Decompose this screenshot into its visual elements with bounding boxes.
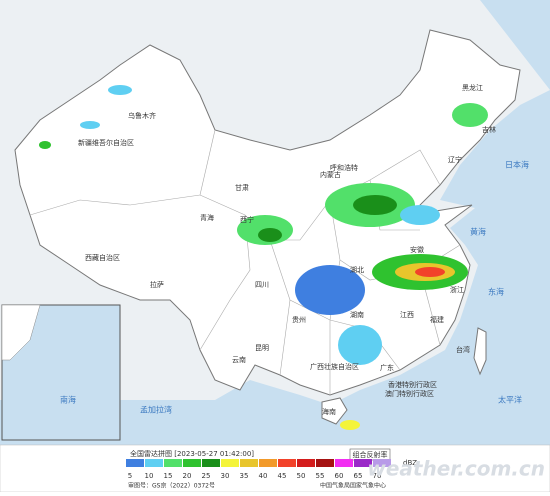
- legend-value: 50: [297, 472, 306, 480]
- city-label: 拉萨: [150, 280, 164, 289]
- region-label: 甘肃: [235, 183, 249, 192]
- region-label: 云南: [232, 355, 246, 364]
- legend-value: 20: [183, 472, 192, 480]
- legend-swatch: [316, 459, 334, 467]
- legend-swatch: [145, 459, 163, 467]
- unit-label: dBZ: [403, 459, 417, 467]
- legend-title: 全国雷达拼图 [2023-05-27 01:42:00]: [130, 449, 254, 458]
- timestamp: [2023-05-27 01:42:00]: [174, 450, 254, 458]
- legend-value: 25: [202, 472, 211, 480]
- legend-value: 55: [316, 472, 325, 480]
- region-label: 吉林: [482, 125, 496, 134]
- sea-label: 南海: [60, 395, 76, 405]
- sea-label: 黄海: [470, 227, 486, 237]
- watermark: weather.com.cn: [367, 457, 545, 481]
- region-label: 四川: [255, 281, 269, 289]
- legend-swatch: [221, 459, 239, 467]
- radar-echoes: [39, 85, 488, 430]
- legend-value: 65: [354, 472, 363, 480]
- legend-value: 45: [278, 472, 287, 480]
- legend-swatch: [354, 459, 372, 467]
- legend-swatch: [183, 459, 201, 467]
- region-label: 湖南: [350, 310, 364, 319]
- region-label: 黑龙江: [462, 83, 483, 92]
- sea-label: 太平洋: [498, 395, 522, 405]
- region-label: 内蒙古: [320, 170, 341, 179]
- product-label: 组合反射率: [353, 450, 388, 459]
- region-label: 广东: [380, 363, 394, 372]
- legend-swatch: [297, 459, 315, 467]
- issuer: 中国气象局国家气象中心: [320, 482, 386, 490]
- legend-scale: 5 10 15 20 25 30 35 40 45 50 55 60 65 70: [126, 459, 391, 480]
- hainan: [321, 397, 348, 425]
- sea-label: 东海: [488, 287, 504, 297]
- legend-value: 5: [128, 472, 132, 480]
- legend-swatch: [259, 459, 277, 467]
- sea-label: 日本海: [505, 160, 529, 170]
- legend-value: 40: [259, 472, 268, 480]
- region-label: 海南: [322, 407, 336, 416]
- sea-labels: 日本海 黄海 东海 太平洋 南海 孟加拉湾: [60, 160, 529, 415]
- region-label: 台湾: [456, 345, 470, 354]
- legend-swatch: [335, 459, 353, 467]
- city-label: 西宁: [240, 215, 254, 224]
- region-label: 香港特别行政区: [388, 380, 437, 389]
- title: 全国雷达拼图: [130, 449, 172, 458]
- city-label: 昆明: [255, 344, 269, 352]
- approval-number: 审图号：GS京（2022）0372号: [128, 482, 215, 490]
- region-label: 广西壮族自治区: [310, 362, 359, 371]
- city-label: 乌鲁木齐: [128, 111, 156, 120]
- legend-swatch: [164, 459, 182, 467]
- legend-value: 35: [240, 472, 249, 480]
- legend-value: 60: [335, 472, 344, 480]
- region-label: 澳门特别行政区: [385, 389, 434, 398]
- region-label: 安徽: [410, 245, 424, 254]
- legend-swatch: [202, 459, 220, 467]
- legend-swatch: [240, 459, 258, 467]
- region-label: 新疆维吾尔自治区: [78, 138, 134, 147]
- region-label: 西藏自治区: [85, 253, 120, 262]
- legend-swatch: [373, 459, 391, 467]
- region-label: 福建: [430, 315, 444, 324]
- map-labels: 乌鲁木齐 新疆维吾尔自治区 西藏自治区 拉萨 青海 西宁 甘肃 内蒙古 呼和浩特…: [78, 83, 496, 416]
- region-label: 青海: [200, 213, 214, 222]
- region-label: 贵州: [292, 315, 306, 324]
- region-label: 湖北: [350, 265, 364, 274]
- region-label: 辽宁: [448, 155, 462, 164]
- legend-swatch: [126, 459, 144, 467]
- region-label: 浙江: [450, 285, 464, 294]
- sea-label: 孟加拉湾: [140, 405, 172, 415]
- region-label: 江西: [400, 311, 414, 319]
- legend-value: 70: [373, 472, 382, 480]
- legend-swatch: [278, 459, 296, 467]
- legend-value: 30: [221, 472, 230, 480]
- legend-panel: [0, 444, 550, 493]
- legend-value: 10: [145, 472, 154, 480]
- taiwan: [473, 327, 487, 376]
- legend-value: 15: [164, 472, 173, 480]
- inset-land: [1, 304, 41, 361]
- city-label: 呼和浩特: [330, 163, 358, 172]
